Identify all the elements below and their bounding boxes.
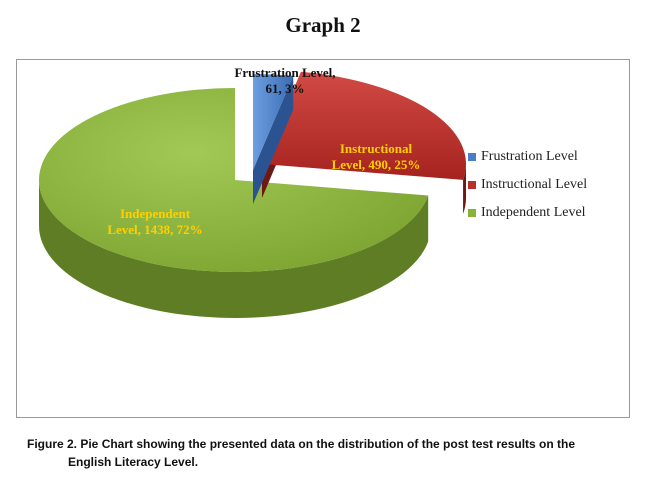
figure-caption: Figure 2. Pie Chart showing the presente… — [27, 435, 627, 471]
data-label-frustration: Frustration Level, 61, 3% — [234, 65, 335, 96]
legend-swatch — [468, 181, 476, 189]
slice-frustration-top — [253, 74, 294, 170]
graph-title: Graph 2 — [285, 13, 361, 37]
legend-label: Instructional Level — [481, 177, 588, 192]
slice-instructional-top — [262, 71, 466, 180]
slice-instructional-side — [463, 164, 466, 214]
slice-frustration-face — [253, 75, 294, 205]
legend-label: Independent Level — [481, 205, 586, 220]
data-label-instructional: Instructional Level, 490, 25% — [332, 141, 421, 172]
legend-swatch — [468, 153, 476, 161]
slice-independent-top — [38, 88, 429, 273]
slice-independent — [38, 88, 429, 319]
legend-item-independent: Independent Level — [468, 199, 587, 227]
legend-item-frustration: Frustration Level — [468, 143, 587, 171]
data-label-independent: Independent Level, 1438, 72% — [107, 206, 202, 237]
chart-legend: Frustration Level Instructional Level In… — [468, 143, 587, 227]
legend-swatch — [468, 209, 476, 217]
slice-independent-side — [39, 180, 429, 319]
caption-line-1: Figure 2. Pie Chart showing the presente… — [27, 437, 576, 451]
legend-item-instructional: Instructional Level — [468, 171, 587, 199]
slice-frustration — [253, 74, 294, 205]
legend-label: Frustration Level — [481, 149, 578, 164]
caption-line-2: English Literacy Level. — [68, 455, 199, 469]
